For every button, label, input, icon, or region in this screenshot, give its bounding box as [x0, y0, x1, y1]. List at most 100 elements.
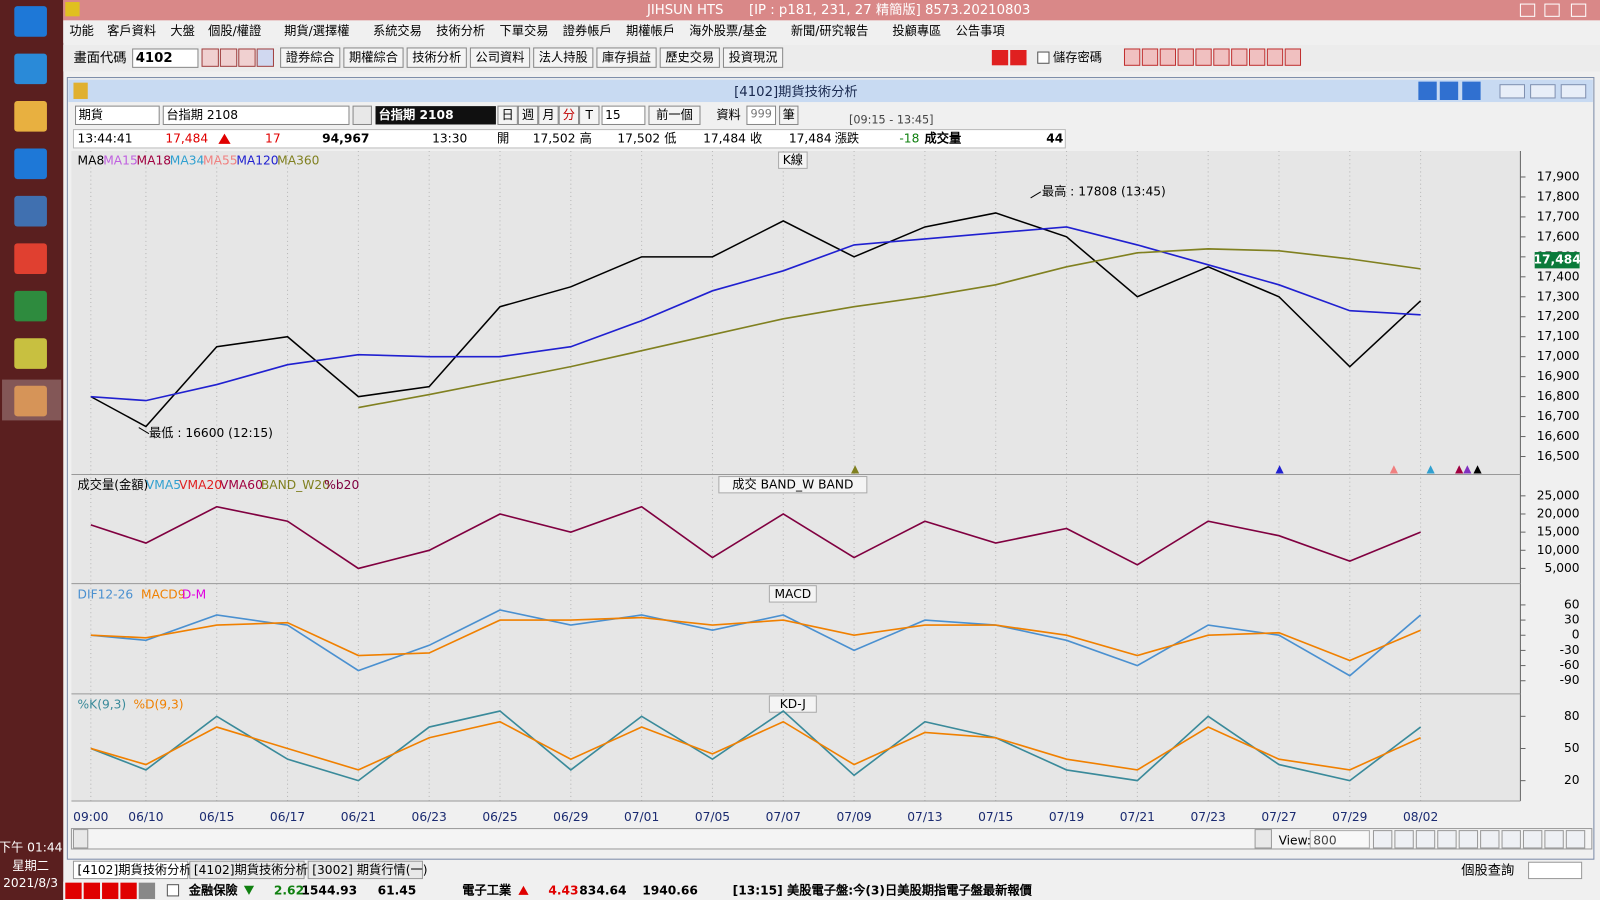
toolbar-button[interactable]: [469, 47, 531, 68]
inner-window-button[interactable]: [1499, 84, 1525, 99]
tab-label[interactable]: [4102]期貨技術分析: [194, 862, 308, 877]
nav-icon[interactable]: [991, 50, 1009, 66]
period-button[interactable]: [558, 105, 580, 125]
toolbar-button-label[interactable]: 公司資料: [476, 51, 525, 65]
toolbar-button[interactable]: [343, 47, 404, 68]
chart-tool-button[interactable]: [1372, 830, 1393, 849]
tool-icon[interactable]: [1266, 48, 1284, 66]
period-label[interactable]: T: [585, 108, 594, 122]
menu-item[interactable]: 下單交易: [499, 23, 548, 38]
taskbar-icon[interactable]: [14, 53, 47, 85]
taskbar-icon[interactable]: [14, 6, 47, 37]
menu-item[interactable]: 公告事項: [956, 24, 1005, 38]
period-button[interactable]: [538, 105, 559, 125]
view-input[interactable]: [1309, 830, 1370, 849]
tab-label[interactable]: [4102]期貨技術分析: [78, 862, 192, 877]
ticker-icon[interactable]: [102, 882, 119, 899]
toolbar-button[interactable]: [722, 47, 784, 68]
ticker-icon[interactable]: [120, 882, 137, 899]
tab[interactable]: [72, 860, 189, 880]
toolbar-button-label[interactable]: 投資現況: [729, 50, 778, 65]
tool-icon[interactable]: [1213, 48, 1230, 66]
taskbar-icon[interactable]: [14, 385, 47, 417]
tool-icon[interactable]: [219, 48, 238, 67]
period-button[interactable]: [517, 105, 539, 125]
tool-icon[interactable]: [238, 48, 256, 67]
tool-icon[interactable]: [1123, 48, 1141, 66]
chart-tool-button[interactable]: [1522, 830, 1543, 849]
tool-icon[interactable]: [1177, 48, 1194, 66]
taskbar-icon[interactable]: [14, 101, 47, 132]
menu-item[interactable]: 個股/權證: [208, 23, 261, 38]
menu-item[interactable]: 技術分析: [436, 24, 485, 38]
toolbar-button[interactable]: [596, 47, 657, 68]
tool-icon[interactable]: [256, 48, 274, 67]
period-button[interactable]: [579, 105, 600, 125]
menu-item[interactable]: 功能: [69, 24, 93, 38]
taskbar-icon[interactable]: [14, 290, 47, 322]
period-label[interactable]: 日: [502, 108, 514, 122]
nav-icon[interactable]: [1010, 50, 1027, 66]
toolbar-button[interactable]: [280, 47, 341, 68]
tool-icon[interactable]: [1195, 48, 1212, 66]
ticker-icon[interactable]: [138, 882, 156, 899]
inner-window-button[interactable]: [1530, 84, 1556, 99]
market-select[interactable]: [75, 105, 160, 125]
toolbar-button-label[interactable]: 期權綜合: [349, 50, 398, 65]
chart-tool-button[interactable]: [1544, 830, 1564, 849]
toolbar-button-label[interactable]: 法人持股: [539, 50, 588, 65]
ticker-icon[interactable]: [83, 882, 100, 899]
menu-item[interactable]: 新聞/研究報告: [791, 23, 869, 38]
symbol-select[interactable]: [162, 105, 350, 125]
tool-icon[interactable]: [1141, 48, 1159, 66]
taskbar-icon[interactable]: [14, 148, 47, 180]
scroll-left[interactable]: [72, 829, 89, 849]
period-label[interactable]: 月: [542, 108, 554, 122]
interval-select[interactable]: [601, 105, 646, 125]
search-button[interactable]: [352, 105, 372, 125]
menu-item[interactable]: 期權帳戶: [626, 24, 675, 38]
toolbar-button-label[interactable]: 庫存損益: [602, 50, 651, 65]
toolbar-button-label[interactable]: 證券綜合: [286, 50, 335, 65]
chart-tool-button[interactable]: [1394, 830, 1414, 849]
prev-label[interactable]: 前一個: [656, 107, 693, 122]
chart-tool-button[interactable]: [1480, 830, 1500, 849]
window-button[interactable]: [1544, 3, 1560, 17]
toolbar-button[interactable]: [533, 47, 594, 68]
menu-item[interactable]: 投顧專區: [892, 23, 941, 38]
menu-item[interactable]: 證券帳戶: [563, 23, 612, 38]
chart-tool-button[interactable]: [1437, 830, 1457, 849]
period-label[interactable]: 週: [522, 108, 534, 122]
tool-icon[interactable]: [1231, 48, 1248, 66]
help-button[interactable]: [1418, 81, 1437, 100]
inner-window-button[interactable]: [1560, 84, 1587, 99]
menu-item[interactable]: 大盤: [170, 24, 194, 38]
menu-item[interactable]: 客戶資料: [107, 23, 156, 38]
toolbar-button-label[interactable]: 技術分析: [412, 51, 461, 65]
toolbar-button[interactable]: [659, 47, 720, 68]
tool-icon[interactable]: [1248, 48, 1266, 66]
scroll-right[interactable]: [1254, 829, 1272, 849]
tool-icon[interactable]: [1284, 48, 1302, 66]
menu-item[interactable]: 期貨/選擇權: [284, 23, 349, 38]
tool-icon[interactable]: [1159, 48, 1177, 66]
tab[interactable]: [307, 860, 423, 880]
chart-tool-button[interactable]: [1565, 830, 1586, 849]
help-button[interactable]: [1439, 81, 1459, 100]
window-button[interactable]: [1519, 3, 1536, 17]
tool-icon[interactable]: [201, 48, 219, 67]
help-button[interactable]: [1462, 81, 1481, 100]
menu-item[interactable]: 系統交易: [373, 23, 422, 38]
taskbar-icon[interactable]: [14, 195, 47, 227]
checkbox[interactable]: [1037, 51, 1050, 64]
code-input[interactable]: [132, 48, 199, 68]
tab[interactable]: [189, 860, 305, 880]
period-button[interactable]: [497, 105, 518, 125]
toolbar-button[interactable]: [406, 47, 467, 68]
taskbar-icon[interactable]: [14, 338, 47, 369]
ticker-icon[interactable]: [65, 882, 82, 899]
search-input[interactable]: [1528, 861, 1583, 880]
data-count-input[interactable]: [746, 105, 777, 125]
prev-button[interactable]: [648, 105, 701, 125]
window-button[interactable]: [1570, 3, 1587, 17]
